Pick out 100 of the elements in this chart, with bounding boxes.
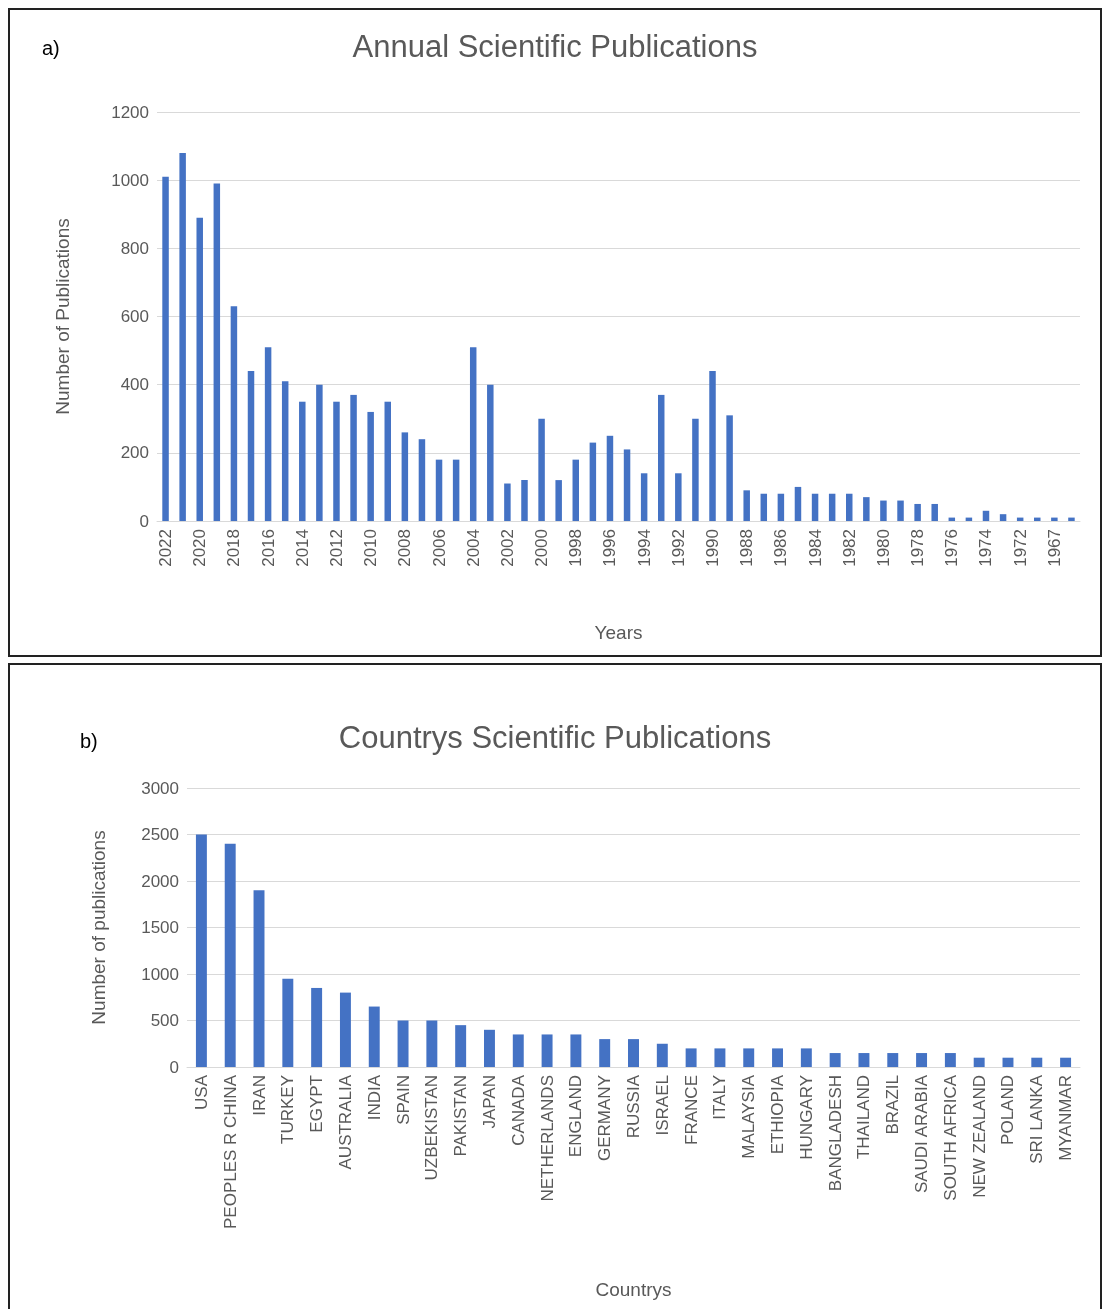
x-tick-label: AUSTRALIA [335,1074,355,1170]
x-tick-label: RUSSIA [624,1074,643,1139]
x-tick-label: SPAIN [393,1075,413,1125]
bar [247,371,255,521]
bar [367,411,374,521]
bar [368,1006,380,1067]
y-tick-label: 1200 [111,102,149,122]
y-tick-label: 0 [139,511,149,531]
x-tick-label: POLAND [998,1075,1018,1145]
x-tick-label: ITALY [710,1075,730,1120]
bar [914,503,921,521]
y-axis-title: Number of Publications [51,218,73,415]
chart-title: Annual Scientific Publications [352,29,758,64]
y-tick-label: 400 [120,375,149,395]
bar [772,1048,784,1067]
x-tick-label: FRANCE [681,1075,701,1145]
bar [657,394,665,521]
x-tick-label: 1986 [771,529,791,567]
x-tick-label: 2002 [497,529,517,567]
bar [1060,1057,1072,1067]
x-tick-label: 2018 [224,529,244,567]
x-tick-label: 1996 [600,529,620,567]
x-tick-label: 1978 [908,529,928,567]
bar [709,371,716,521]
x-tick-label: 1990 [703,529,723,567]
bar [316,384,323,521]
bar [863,497,870,521]
bar [452,459,460,521]
bar [418,439,426,521]
x-tick-label: 2014 [292,529,312,567]
bar [469,347,477,521]
x-tick-label: PAKISTAN [451,1075,471,1157]
bar [572,459,580,521]
y-tick-label: 0 [169,1057,179,1077]
x-tick-label: 1994 [634,529,654,567]
x-tick-label: 2004 [463,529,483,567]
bar [555,480,562,521]
bar [512,1034,524,1067]
bar [384,401,391,521]
bar [982,510,990,521]
bar [196,217,203,521]
y-tick-label: 1500 [141,918,179,937]
x-tick-label: 1976 [942,529,962,567]
bar [538,418,545,521]
x-tick-label: 1982 [839,529,859,567]
bar [628,1039,639,1067]
bar [726,415,733,521]
bar [195,834,207,1067]
bar [230,306,238,521]
x-tick-label: SAUDI ARABIA [912,1074,932,1194]
x-tick-label: PEOPLES R CHINA [220,1074,240,1229]
x-tick-label: UZBEKISTAN [422,1075,442,1181]
bar [521,480,528,521]
bar [570,1034,582,1067]
x-tick-label: 1980 [873,529,893,567]
bar [282,978,294,1067]
bar [887,1053,899,1067]
x-tick-label: NEW ZEALAND [969,1075,989,1198]
x-tick-label: MYANMAR [1056,1075,1076,1161]
bar [179,152,186,521]
bar [858,1053,870,1067]
bar [253,890,265,1067]
bar [931,503,938,521]
x-tick-label: USA [191,1074,211,1110]
bar [1034,517,1041,521]
bar [794,486,802,521]
bar [455,1025,467,1067]
x-tick-label: 1998 [566,529,586,567]
x-tick-label: ENGLAND [566,1075,586,1158]
bar [846,493,853,521]
x-tick-label: GERMANY [595,1075,615,1161]
y-tick-label: 2500 [141,825,179,844]
x-tick-label: EGYPT [307,1075,327,1133]
y-tick-label: 600 [120,307,149,326]
bar [339,992,351,1067]
bar [224,843,236,1067]
x-tick-label: IRAN [249,1075,269,1116]
x-tick-label: 2012 [326,529,346,567]
x-tick-label: 2006 [429,529,449,567]
bar [299,401,306,521]
bar [811,493,819,521]
x-tick-label: ISRAEL [652,1075,672,1136]
x-tick-label: SRI LANKA [1027,1074,1047,1164]
x-tick-label: 2000 [532,529,552,567]
bar [880,500,887,521]
x-tick-label: HUNGARY [796,1075,816,1160]
x-tick-label: 2016 [258,529,278,567]
bar [606,435,614,521]
x-tick-label: THAILAND [854,1075,874,1160]
bar [714,1048,726,1067]
x-axis-title: Years [594,622,643,643]
bar [589,442,597,521]
bar [944,1053,956,1067]
bar [397,1020,409,1067]
y-tick-label: 1000 [111,170,149,190]
bar [401,432,409,521]
text: b) [80,730,98,752]
bar [640,473,648,521]
x-tick-label: 2020 [190,529,210,567]
bar [829,1053,841,1067]
